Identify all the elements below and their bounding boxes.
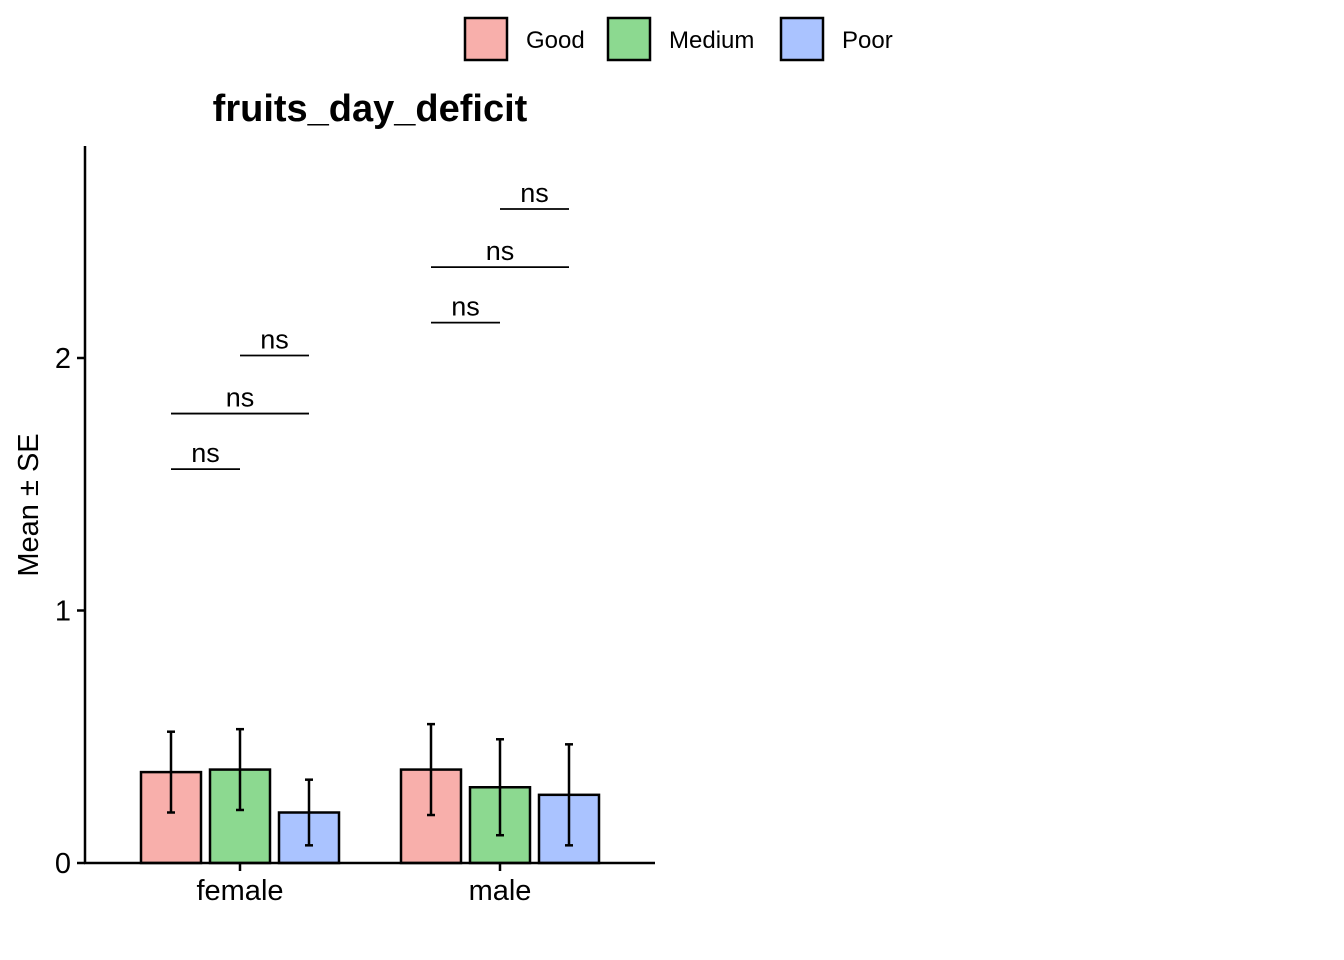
y-axis-label: Mean ± SE — [13, 433, 45, 576]
error-bar-male-medium — [496, 738, 504, 837]
significance-label: ns — [486, 236, 515, 266]
significance-bracket-female-2: ns — [171, 383, 309, 415]
error-bar-male-good — [427, 722, 435, 817]
legend-item-medium: Medium — [606, 16, 754, 62]
significance-bracket-female-3: ns — [240, 324, 309, 357]
y-tick-label-2: 2 — [55, 343, 71, 375]
error-bar-female-poor — [305, 778, 313, 847]
y-tick-label-0: 0 — [55, 848, 71, 880]
legend-key-poor — [779, 16, 825, 62]
significance-label: ns — [260, 324, 289, 354]
significance-label: ns — [520, 178, 549, 208]
legend-label-good: Good — [526, 27, 585, 54]
legend-item-good: Good — [463, 16, 585, 62]
x-tick-label-female: female — [196, 875, 283, 907]
legend-label-medium: Medium — [669, 27, 754, 54]
significance-bracket-male-2: ns — [431, 236, 569, 269]
error-bar-female-good — [167, 730, 175, 814]
significance-bracket-male-3: ns — [500, 178, 569, 210]
legend-key-medium — [606, 16, 652, 62]
x-tick-label-male: male — [469, 875, 532, 907]
significance-label: ns — [226, 383, 255, 413]
legend-label-poor: Poor — [842, 27, 893, 54]
significance-bracket-female-1: ns — [171, 438, 240, 471]
legend-key-good — [463, 16, 509, 62]
error-bar-female-medium — [236, 727, 244, 812]
legend: Good Medium Poor — [463, 16, 893, 62]
y-tick-label-1: 1 — [55, 596, 71, 628]
significance-label: ns — [191, 438, 220, 468]
error-bar-male-poor — [565, 743, 573, 847]
chart-title: fruits_day_deficit — [213, 88, 528, 130]
significance-label: ns — [451, 292, 480, 322]
significance-bracket-male-1: ns — [431, 292, 500, 324]
legend-item-poor: Poor — [779, 16, 893, 62]
